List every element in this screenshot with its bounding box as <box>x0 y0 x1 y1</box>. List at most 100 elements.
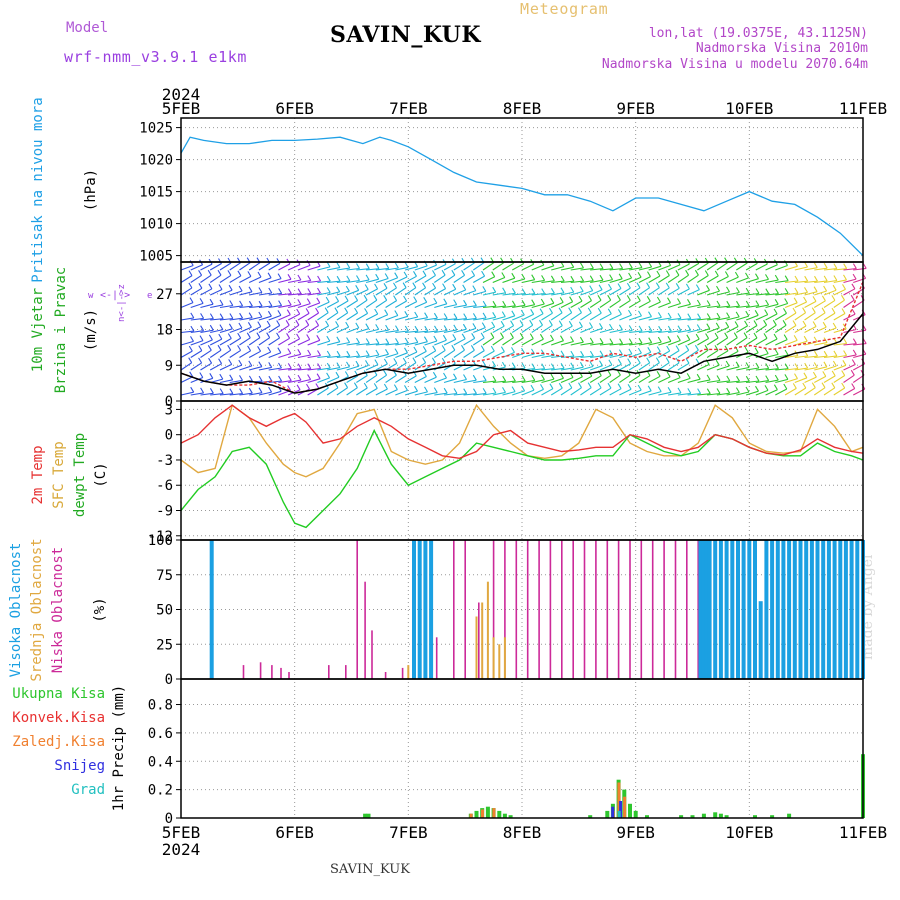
cloud-low-bar <box>561 540 563 679</box>
wind-barb-flag <box>316 297 321 304</box>
wind-barb <box>297 264 311 271</box>
top-date-tick: 11FEB <box>839 99 887 118</box>
wind-barb-flag <box>317 287 321 294</box>
wind-barb-flag <box>246 332 251 339</box>
wind-barb <box>346 267 360 271</box>
wind-barb-flag <box>782 320 787 326</box>
wind-barb-flag <box>755 300 760 306</box>
wind-barb <box>794 355 808 359</box>
wind-barb <box>443 288 456 296</box>
wind-barb <box>521 304 535 309</box>
wind-barb <box>395 330 409 334</box>
wind-barb <box>823 312 836 321</box>
wind-barb-flag <box>578 295 583 302</box>
wind-barb-flag <box>511 288 516 294</box>
wind-barb <box>209 363 222 371</box>
model-name: wrf-nmm_v3.9.1 e1km <box>64 48 247 66</box>
wind-barb-flag <box>724 345 729 352</box>
wind-barb-flag <box>239 312 244 319</box>
wind-barb <box>628 300 641 308</box>
wind-barb-flag <box>463 374 467 380</box>
wind-barb-flag <box>285 320 290 326</box>
wind-barb-flag <box>229 374 234 381</box>
wind-barb-flag <box>580 262 584 269</box>
wind-barb <box>541 312 553 321</box>
wind-barb <box>258 325 271 333</box>
wind-barb-flag <box>188 270 193 276</box>
cloud-low-bar <box>371 630 373 679</box>
wind-barb-flag <box>267 346 272 353</box>
wind-barb <box>804 355 818 359</box>
wind-barb-flag <box>218 284 223 290</box>
wind-barb-flag <box>843 338 848 344</box>
wind-barb-flag <box>704 344 709 351</box>
wind-barb-flag <box>326 350 331 357</box>
wind-barb <box>707 317 721 321</box>
wind-barb <box>852 374 865 383</box>
y-tick-label: 0 <box>165 428 173 444</box>
wind-barb-flag <box>239 375 243 381</box>
wind-barb <box>492 292 506 296</box>
wind-barb <box>307 302 320 309</box>
wind-barb-flag <box>239 300 244 307</box>
wind-barb <box>843 374 855 383</box>
wind-barb-flag <box>843 263 848 269</box>
wind-barb-flag <box>734 271 739 278</box>
wind-barb-flag <box>433 335 438 342</box>
wind-barb-flag <box>568 382 573 389</box>
wind-barb-flag <box>266 320 271 327</box>
wind-barb <box>765 324 777 333</box>
wind-barb <box>385 277 398 284</box>
cloud-high-bar <box>843 540 848 679</box>
wind-barb <box>443 378 457 384</box>
wind-barb-flag <box>471 270 476 276</box>
wind-barb <box>511 337 524 346</box>
wind-barb <box>658 264 671 271</box>
cloud-low-bar <box>356 540 358 679</box>
wind-barb <box>463 349 475 358</box>
wind-barb <box>746 305 759 309</box>
wind-barb <box>414 391 428 396</box>
wind-barb-flag <box>471 333 476 339</box>
wind-barb-flag <box>851 308 856 315</box>
wind-barb-flag <box>802 382 807 389</box>
wind-barb-flag <box>208 357 213 364</box>
y-tick-label: 1025 <box>139 121 173 137</box>
wind-barb-flag <box>219 324 224 330</box>
wind-barb-flag <box>726 375 731 382</box>
wind-barb-flag <box>568 307 573 313</box>
wind-barb-flag <box>209 324 214 331</box>
wind-barb <box>219 328 233 334</box>
wind-barb <box>541 378 555 384</box>
wind-barb <box>843 354 857 359</box>
wind-legend-w: w <box>88 291 94 301</box>
wind-barb <box>434 288 446 296</box>
wind-barb-flag <box>755 362 760 369</box>
wind-barb-flag <box>852 349 857 356</box>
wind-barb-flag <box>443 313 448 319</box>
wind-barb-flag <box>638 337 643 344</box>
wind-barb <box>687 318 701 321</box>
wind-barb <box>492 305 506 309</box>
wind-barb <box>404 301 417 308</box>
wind-barb <box>180 350 193 358</box>
wind-barb <box>258 292 272 296</box>
wind-barb-flag <box>804 362 809 369</box>
wind-barb-flag <box>716 375 721 381</box>
wind-barb <box>482 276 495 283</box>
wind-barb-flag <box>199 298 204 304</box>
wind-barb <box>599 288 612 296</box>
wind-barb-flag <box>248 300 253 307</box>
wind-barb <box>658 317 672 321</box>
wind-barb <box>443 263 456 271</box>
wind-barb-flag <box>462 284 467 291</box>
wind-barb-flag <box>628 348 633 355</box>
wind-barb-flag <box>833 275 838 281</box>
wind-barb-flag <box>258 287 263 293</box>
wind-barb <box>736 337 748 346</box>
wind-barb-flag <box>733 332 738 338</box>
wind-barb-flag <box>307 349 312 356</box>
wind-barb-flag <box>228 284 233 291</box>
wind-barb <box>229 364 243 371</box>
cloud-low-bar <box>515 540 518 679</box>
